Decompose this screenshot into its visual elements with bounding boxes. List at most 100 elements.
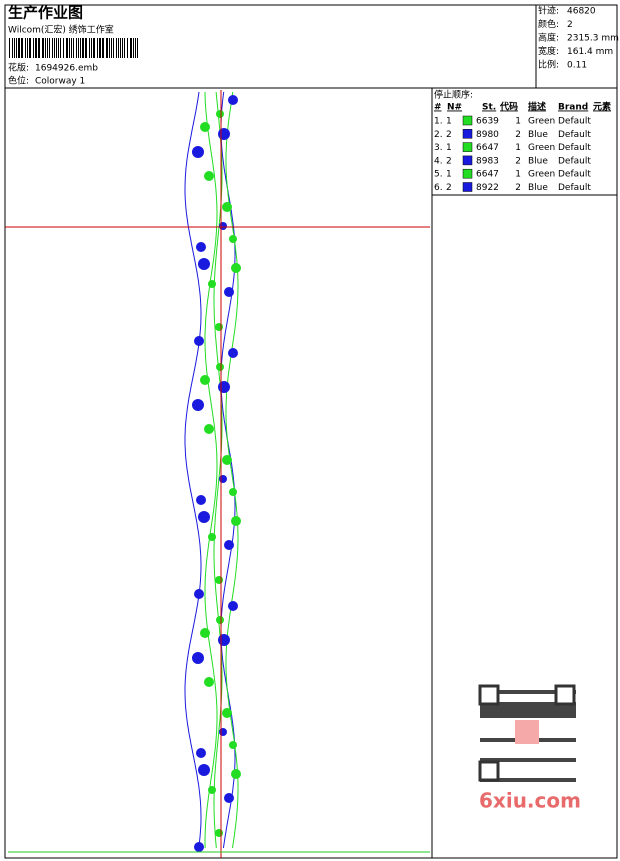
qr-cell	[496, 714, 500, 718]
row-description: Green	[528, 117, 555, 127]
qr-cell	[492, 758, 496, 762]
row-needle: 1	[446, 143, 452, 153]
info-label: 高度:	[538, 32, 559, 44]
stitch-dot	[198, 258, 210, 270]
qr-cell	[572, 710, 576, 714]
qr-cell	[572, 758, 576, 762]
stitch-dot	[224, 793, 234, 803]
qr-cell	[564, 758, 568, 762]
qr-logo	[515, 720, 539, 744]
qr-cell	[496, 710, 500, 714]
info-box: 针迹: 46820 颜色: 2 高度: 2315.3 mm 宽度: 161.4 mm 比例: 0.…	[538, 5, 619, 71]
info-value: 0.11	[567, 61, 587, 71]
barcode-bar	[137, 38, 138, 58]
qr-cell	[480, 758, 484, 762]
qr-cell	[552, 778, 556, 782]
stitch-dot	[198, 511, 210, 523]
qr-cell	[504, 690, 508, 694]
qr-cell	[484, 738, 488, 742]
qr-cell	[564, 714, 568, 718]
column-header: St.	[482, 103, 496, 113]
column-header: 元素	[593, 101, 611, 113]
color-swatch	[462, 182, 473, 192]
qr-cell	[488, 706, 492, 710]
qr-cell	[500, 758, 504, 762]
stitch-dot	[229, 235, 237, 243]
watermark: 6xiu.com	[479, 789, 581, 813]
row-code: 6639	[476, 117, 499, 127]
stitch-dot	[194, 336, 204, 346]
info-label: 宽度:	[538, 45, 559, 57]
qr-cell	[528, 690, 532, 694]
barcode-bar	[60, 38, 61, 58]
qr-cell	[508, 758, 512, 762]
stitch-dot	[192, 652, 204, 664]
qr-cell	[560, 758, 564, 762]
qr-cell	[548, 714, 552, 718]
stitch-line	[220, 91, 236, 849]
stitch-dot	[222, 202, 232, 212]
barcode-bar	[63, 38, 64, 58]
qr-cell	[500, 714, 504, 718]
qr-cell	[512, 738, 516, 742]
qr-cell	[556, 778, 560, 782]
qr-cell	[488, 714, 492, 718]
stitch-dot	[200, 375, 210, 385]
qr-cell	[508, 778, 512, 782]
qr-cell	[572, 778, 576, 782]
row-code: 8983	[476, 156, 499, 166]
column-header: N#	[447, 103, 462, 113]
barcode-bar	[9, 38, 10, 58]
qr-cell	[568, 778, 572, 782]
stitch-dot	[198, 764, 210, 776]
barcode-bar	[73, 38, 74, 58]
barcode-bar	[52, 38, 53, 58]
stitch-dot	[228, 601, 238, 611]
color-swatch	[462, 142, 473, 152]
qr-cell	[528, 758, 532, 762]
qr-cell	[540, 702, 544, 706]
barcode-bar	[130, 38, 132, 58]
stitch-dot	[215, 576, 223, 584]
qr-cell	[504, 710, 508, 714]
row-number: 2	[515, 183, 521, 193]
qr-cell	[544, 710, 548, 714]
stitch-dot	[215, 323, 223, 331]
row-description: Green	[528, 143, 555, 153]
stitch-dot	[204, 677, 214, 687]
stitch-dot	[228, 348, 238, 358]
row-brand: Default	[558, 130, 591, 140]
qr-cell	[508, 690, 512, 694]
color-swatch	[462, 155, 473, 166]
row-needle: 2	[446, 130, 452, 140]
qr-cell	[520, 690, 524, 694]
stitch-dot	[219, 728, 227, 736]
qr-cell	[484, 758, 488, 762]
qr-cell	[516, 706, 520, 710]
info-label: 比例:	[538, 59, 559, 71]
barcode-bar	[118, 38, 119, 58]
row-index: 1.	[434, 117, 443, 127]
row-index: 5.	[434, 170, 443, 180]
qr-cell	[520, 710, 524, 714]
qr-cell	[508, 706, 512, 710]
qr-cell	[532, 714, 536, 718]
qr-cell	[520, 706, 524, 710]
barcode	[9, 38, 138, 58]
barcode-bar	[69, 38, 70, 58]
design-label: 花版:	[8, 62, 29, 74]
qr-cell	[492, 710, 496, 714]
qr-cell	[524, 758, 528, 762]
studio: Wilcom(汇宏) 绣饰工作室	[8, 24, 114, 36]
qr-finder	[554, 684, 576, 706]
qr-cell	[480, 710, 484, 714]
stitch-line	[213, 91, 223, 849]
barcode-bar	[33, 38, 34, 58]
stitch-dot	[222, 455, 232, 465]
barcode-bar	[42, 38, 44, 58]
stitch-dot	[200, 628, 210, 638]
qr-cell	[540, 714, 544, 718]
qr-cell	[508, 714, 512, 718]
stitch-dot	[231, 263, 241, 273]
stitch-dot	[196, 495, 206, 505]
